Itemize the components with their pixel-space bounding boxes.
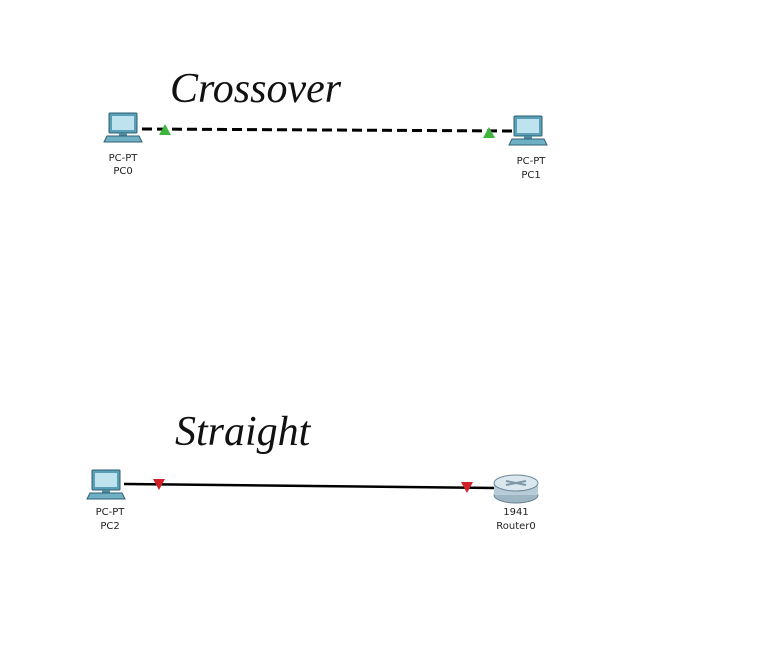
device-model: PC-PT: [109, 153, 139, 164]
router-icon[interactable]: [493, 474, 539, 504]
device-model: 1941: [503, 507, 528, 518]
pc-icon[interactable]: [103, 112, 143, 143]
straight-link[interactable]: [123, 482, 497, 490]
annotation: Crossover: [170, 66, 342, 112]
link-status: [153, 479, 165, 490]
link-status: [483, 127, 495, 138]
device-name: PC2: [100, 521, 119, 532]
device-name: PC1: [521, 170, 540, 181]
crossover-link[interactable]: [141, 127, 513, 133]
annotation: Straight: [175, 409, 312, 455]
device-model: PC-PT: [517, 156, 547, 167]
pc-icon[interactable]: [86, 469, 126, 500]
device-model: PC-PT: [96, 507, 126, 518]
pc-icon[interactable]: [508, 115, 548, 146]
link-status: [461, 482, 473, 493]
device-name: PC0: [113, 166, 132, 177]
device-name: Router0: [496, 521, 536, 532]
link-status: [159, 124, 171, 135]
